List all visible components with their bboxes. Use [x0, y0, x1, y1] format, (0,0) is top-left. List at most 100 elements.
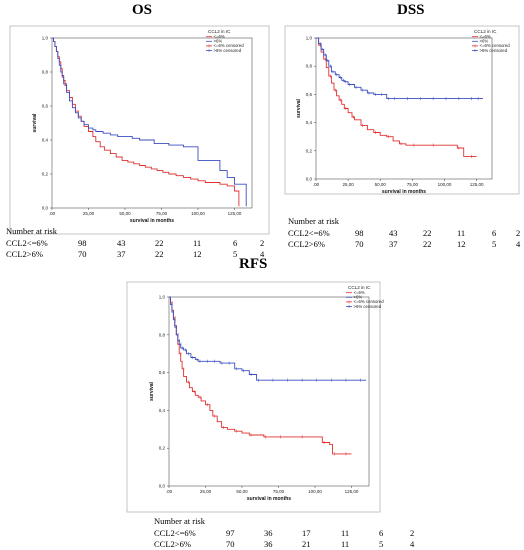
risk-row-label: CCL2<=6% [154, 528, 196, 538]
x-tick-label: 25,00 [200, 489, 212, 494]
risk-count: 4 [410, 539, 415, 549]
plot-area [315, 37, 493, 180]
x-tick-label: 125,00 [345, 489, 359, 494]
chart-frame [9, 25, 270, 235]
risk-row-label: CCL2>6% [6, 249, 43, 259]
os-title: OS [132, 2, 153, 18]
y-axis-label: survival [296, 98, 302, 118]
y-tick-label: 0,8 [159, 332, 166, 337]
risk-count: 70 [355, 239, 364, 249]
x-tick-label: 25,00 [342, 182, 354, 187]
risk-count: 6 [379, 528, 384, 538]
y-tick-label: 1,0 [306, 36, 313, 41]
risk-count: 2 [516, 228, 521, 238]
y-tick-label: 0,2 [42, 172, 49, 177]
x-tick-label: .00 [313, 182, 320, 187]
y-tick-label: 0,0 [306, 177, 313, 182]
risk-row-high: CCL2>6% 70 37 22 12 5 4 [288, 239, 524, 250]
y-tick-label: 0,8 [42, 70, 49, 75]
risk-count: 2 [260, 238, 265, 248]
legend-item-label: <=6% [480, 34, 491, 39]
risk-count: 5 [492, 239, 497, 249]
risk-count: 22 [155, 238, 164, 248]
risk-row-label: CCL2<=6% [6, 238, 48, 248]
y-tick-label: 0,0 [42, 206, 49, 211]
risk-row-label: CCL2<=6% [288, 228, 330, 238]
x-tick-label: .00 [166, 489, 173, 494]
risk-count: 36 [264, 528, 273, 538]
rfs-title: RFS [239, 256, 268, 272]
y-tick-label: 0,6 [159, 370, 166, 375]
risk-row-low: CCL2<=6% 98 43 22 11 6 2 [288, 228, 524, 239]
risk-count: 11 [457, 228, 466, 238]
km-curve-low [316, 37, 477, 157]
risk-count: 97 [226, 528, 235, 538]
y-tick-label: 0,6 [306, 92, 313, 97]
x-tick-label: 100,00 [191, 211, 205, 216]
chart-legend: CCL2 in IC<=6%>6%<=6% censored>6% censor… [472, 29, 510, 53]
x-tick-label: 100,00 [438, 182, 452, 187]
risk-count: 22 [423, 239, 432, 249]
y-tick-label: 0,2 [159, 446, 166, 451]
rfs-chart: 0,0 0,2 0,4 0,6 0,8 1,0 .00 25,00 50,00 75,00 100,… [126, 281, 385, 513]
legend-item-label: >6% [354, 295, 363, 300]
y-axis-label: survival [149, 381, 155, 401]
risk-row-high: CCL2>6% 70 36 21 11 5 4 [154, 539, 414, 550]
x-tick-label: 75,00 [407, 182, 419, 187]
risk-count: 21 [302, 539, 311, 549]
y-tick-label: 0,4 [306, 120, 313, 125]
risk-count: 2 [410, 528, 415, 538]
plot-area [51, 37, 253, 209]
risk-count: 37 [389, 239, 398, 249]
y-axis-label: survival [32, 113, 38, 133]
legend-item-label: <=6% [354, 290, 365, 295]
legend-item-label: >6% [214, 39, 223, 44]
risk-count: 22 [423, 228, 432, 238]
y-tick-label: 0,4 [42, 138, 49, 143]
os-chart: 0,0 0,2 0,4 0,6 0,8 1,0 .00 25,00 50,00 75,00 100,… [9, 25, 270, 235]
risk-count: 12 [457, 239, 466, 249]
risk-count: 37 [117, 249, 126, 259]
legend-item-label: >6% censored [214, 48, 242, 53]
legend-item-label: <=6% censored [354, 299, 385, 304]
risk-count: 12 [193, 249, 202, 259]
y-tick-label: 0,4 [159, 408, 166, 413]
risk-count: 22 [155, 249, 164, 259]
km-curve-high [316, 37, 483, 100]
risk-count: 70 [226, 539, 235, 549]
risk-count: 6 [233, 238, 238, 248]
risk-row-low: CCL2<=6% 97 36 17 11 6 2 [154, 528, 414, 539]
risk-count: 11 [193, 238, 202, 248]
risk-count: 70 [78, 249, 87, 259]
x-axis-label: survival in months [382, 189, 426, 195]
legend-title: CCL2 in IC [474, 29, 497, 34]
x-tick-label: 25,00 [83, 211, 95, 216]
y-tick-label: 0,8 [306, 64, 313, 69]
x-tick-label: .00 [49, 211, 56, 216]
risk-row-high: CCL2>6% 70 37 22 12 5 4 [6, 249, 266, 260]
dss-risk-table: Number at risk CCL2<=6% 98 43 22 11 6 2 … [288, 216, 524, 250]
risk-count: 4 [516, 239, 521, 249]
y-tick-label: 1,0 [42, 36, 49, 41]
risk-count: 6 [492, 228, 497, 238]
risk-row-label: CCL2>6% [288, 239, 325, 249]
risk-count: 98 [78, 238, 87, 248]
risk-header: Number at risk [154, 516, 205, 526]
x-tick-label: 125,00 [228, 211, 242, 216]
km-curve-high [52, 37, 247, 207]
rfs-risk-table: Number at risk CCL2<=6% 97 36 17 11 6 2 … [154, 516, 414, 550]
risk-count: 43 [389, 228, 398, 238]
x-tick-label: 50,00 [236, 489, 248, 494]
legend-title: CCL2 in IC [348, 285, 371, 290]
risk-count: 98 [355, 228, 364, 238]
x-tick-label: 100,00 [308, 489, 322, 494]
risk-count: 5 [233, 249, 238, 259]
x-tick-label: 50,00 [119, 211, 131, 216]
x-axis-label: survival in months [130, 218, 174, 224]
risk-row-low: CCL2<=6% 98 43 22 11 6 2 [6, 238, 266, 249]
dss-chart: 0,0 0,2 0,4 0,6 0,8 1,0 .00 25,00 50,00 75,00 100,… [284, 25, 520, 195]
x-tick-label: 50,00 [375, 182, 387, 187]
y-tick-label: 0,0 [159, 484, 166, 489]
risk-count: 4 [260, 249, 265, 259]
